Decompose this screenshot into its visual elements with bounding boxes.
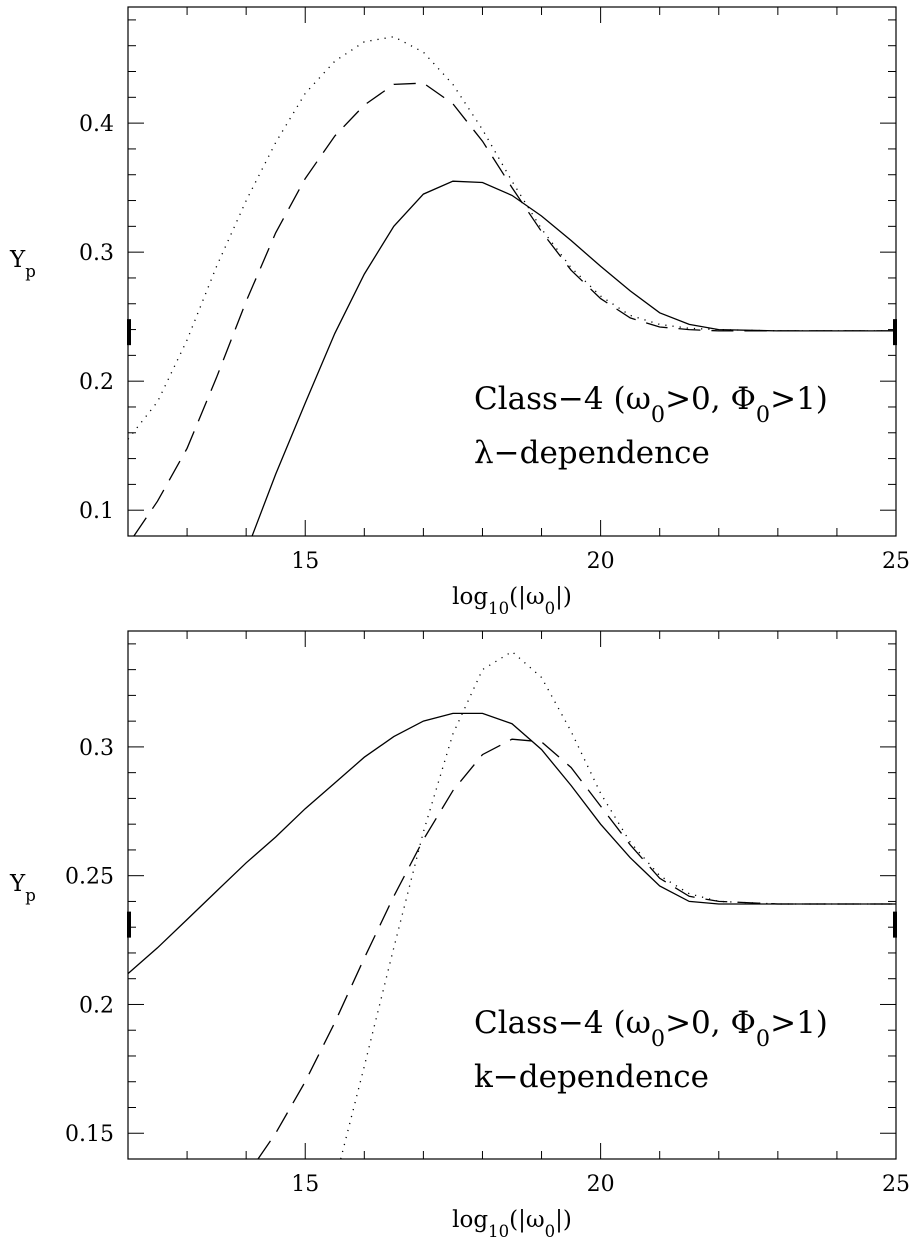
panel-2: 15 20 25 0.15 0.2 0.25 0.3 log10(|ω0|) Yp Class−4… xyxy=(9,630,910,1241)
y-tick-label: 0.3 xyxy=(79,736,114,761)
x-axis-label: log10(|ω0|) xyxy=(452,584,572,618)
series-line-dotted xyxy=(128,36,896,440)
y-tick-label: 0.25 xyxy=(65,865,114,890)
y-tick-label: 0.1 xyxy=(79,499,114,524)
series-line-solid xyxy=(251,180,896,536)
y-tick-label: 0.2 xyxy=(79,993,114,1018)
y-tick-label: 0.4 xyxy=(79,112,114,137)
x-tick-label: 25 xyxy=(882,549,910,574)
series-line-solid xyxy=(128,712,896,975)
x-tick-label: 20 xyxy=(587,1172,615,1197)
y-tick-label: 0.15 xyxy=(65,1122,114,1147)
x-tick-label: 15 xyxy=(291,549,319,574)
annotation-line-2: k−dependence xyxy=(474,1059,709,1095)
series-line-dotted xyxy=(340,650,896,1159)
annotation-line-1: Class−4 (ω0>0, Φ0>1) xyxy=(474,381,828,428)
plot-frame xyxy=(127,6,897,537)
series-line-dashed xyxy=(133,82,896,536)
series-line-dashed xyxy=(257,738,896,1159)
plot-frame xyxy=(127,630,897,1160)
y-tick-label: 0.2 xyxy=(79,370,114,395)
y-tick-label: 0.3 xyxy=(79,241,114,266)
annotation-line-2: λ−dependence xyxy=(474,435,710,471)
x-tick-label: 25 xyxy=(882,1172,910,1197)
x-tick-label: 20 xyxy=(587,549,615,574)
annotation-line-1: Class−4 (ω0>0, Φ0>1) xyxy=(474,1005,828,1052)
x-tick-label: 15 xyxy=(291,1172,319,1197)
panel-1: 15 20 25 0.1 0.2 0.3 0.4 log10(|ω0|) Yp Class−4 (… xyxy=(9,6,910,618)
y-axis-label: Yp xyxy=(9,247,36,281)
x-axis-label: log10(|ω0|) xyxy=(452,1207,572,1241)
y-axis-label: Yp xyxy=(9,871,36,905)
